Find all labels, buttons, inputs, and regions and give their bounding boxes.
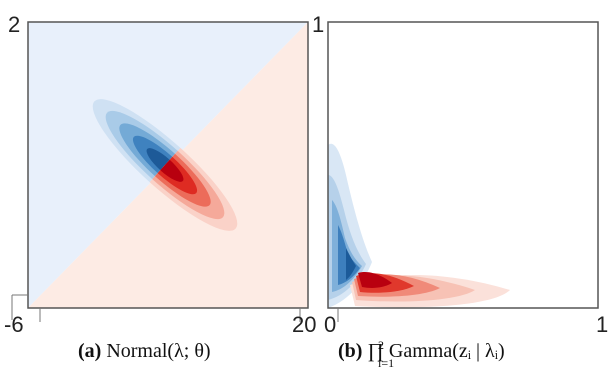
panel-a-x-right-label: 20 — [292, 312, 317, 337]
caption-b-text: ∏ Gamma(zᵢ | λᵢ) — [367, 340, 505, 362]
caption-b-tag: (b) — [338, 340, 363, 362]
caption-a-text: Normal(λ; θ) — [106, 340, 211, 362]
panel-a-x-left-label: -6 — [4, 312, 24, 337]
panel-a: 2 -6 20 — [0, 0, 320, 337]
density-blue-b — [328, 143, 372, 308]
panel-b-y-top-label: 1 — [312, 12, 325, 37]
panel-b-x-left-label: 0 — [324, 312, 337, 337]
caption-a: (a) Normal(λ; θ) — [78, 340, 211, 363]
panel-a-plot — [11, 21, 309, 322]
panel-a-y-top-label: 2 — [8, 12, 21, 37]
caption-b: (b) ∏ Gamma(zᵢ | λᵢ) 2 i=1 — [338, 338, 505, 370]
density-red-b — [350, 272, 510, 308]
panel-b-plot — [327, 21, 599, 322]
panel-b-x-right-label: 1 — [596, 312, 609, 337]
caption-a-tag: (a) — [78, 340, 102, 362]
caption-b-sub: i=1 — [378, 356, 395, 370]
panel-b: 1 0 1 — [310, 0, 609, 337]
caption-b-sup: 2 — [378, 338, 384, 352]
